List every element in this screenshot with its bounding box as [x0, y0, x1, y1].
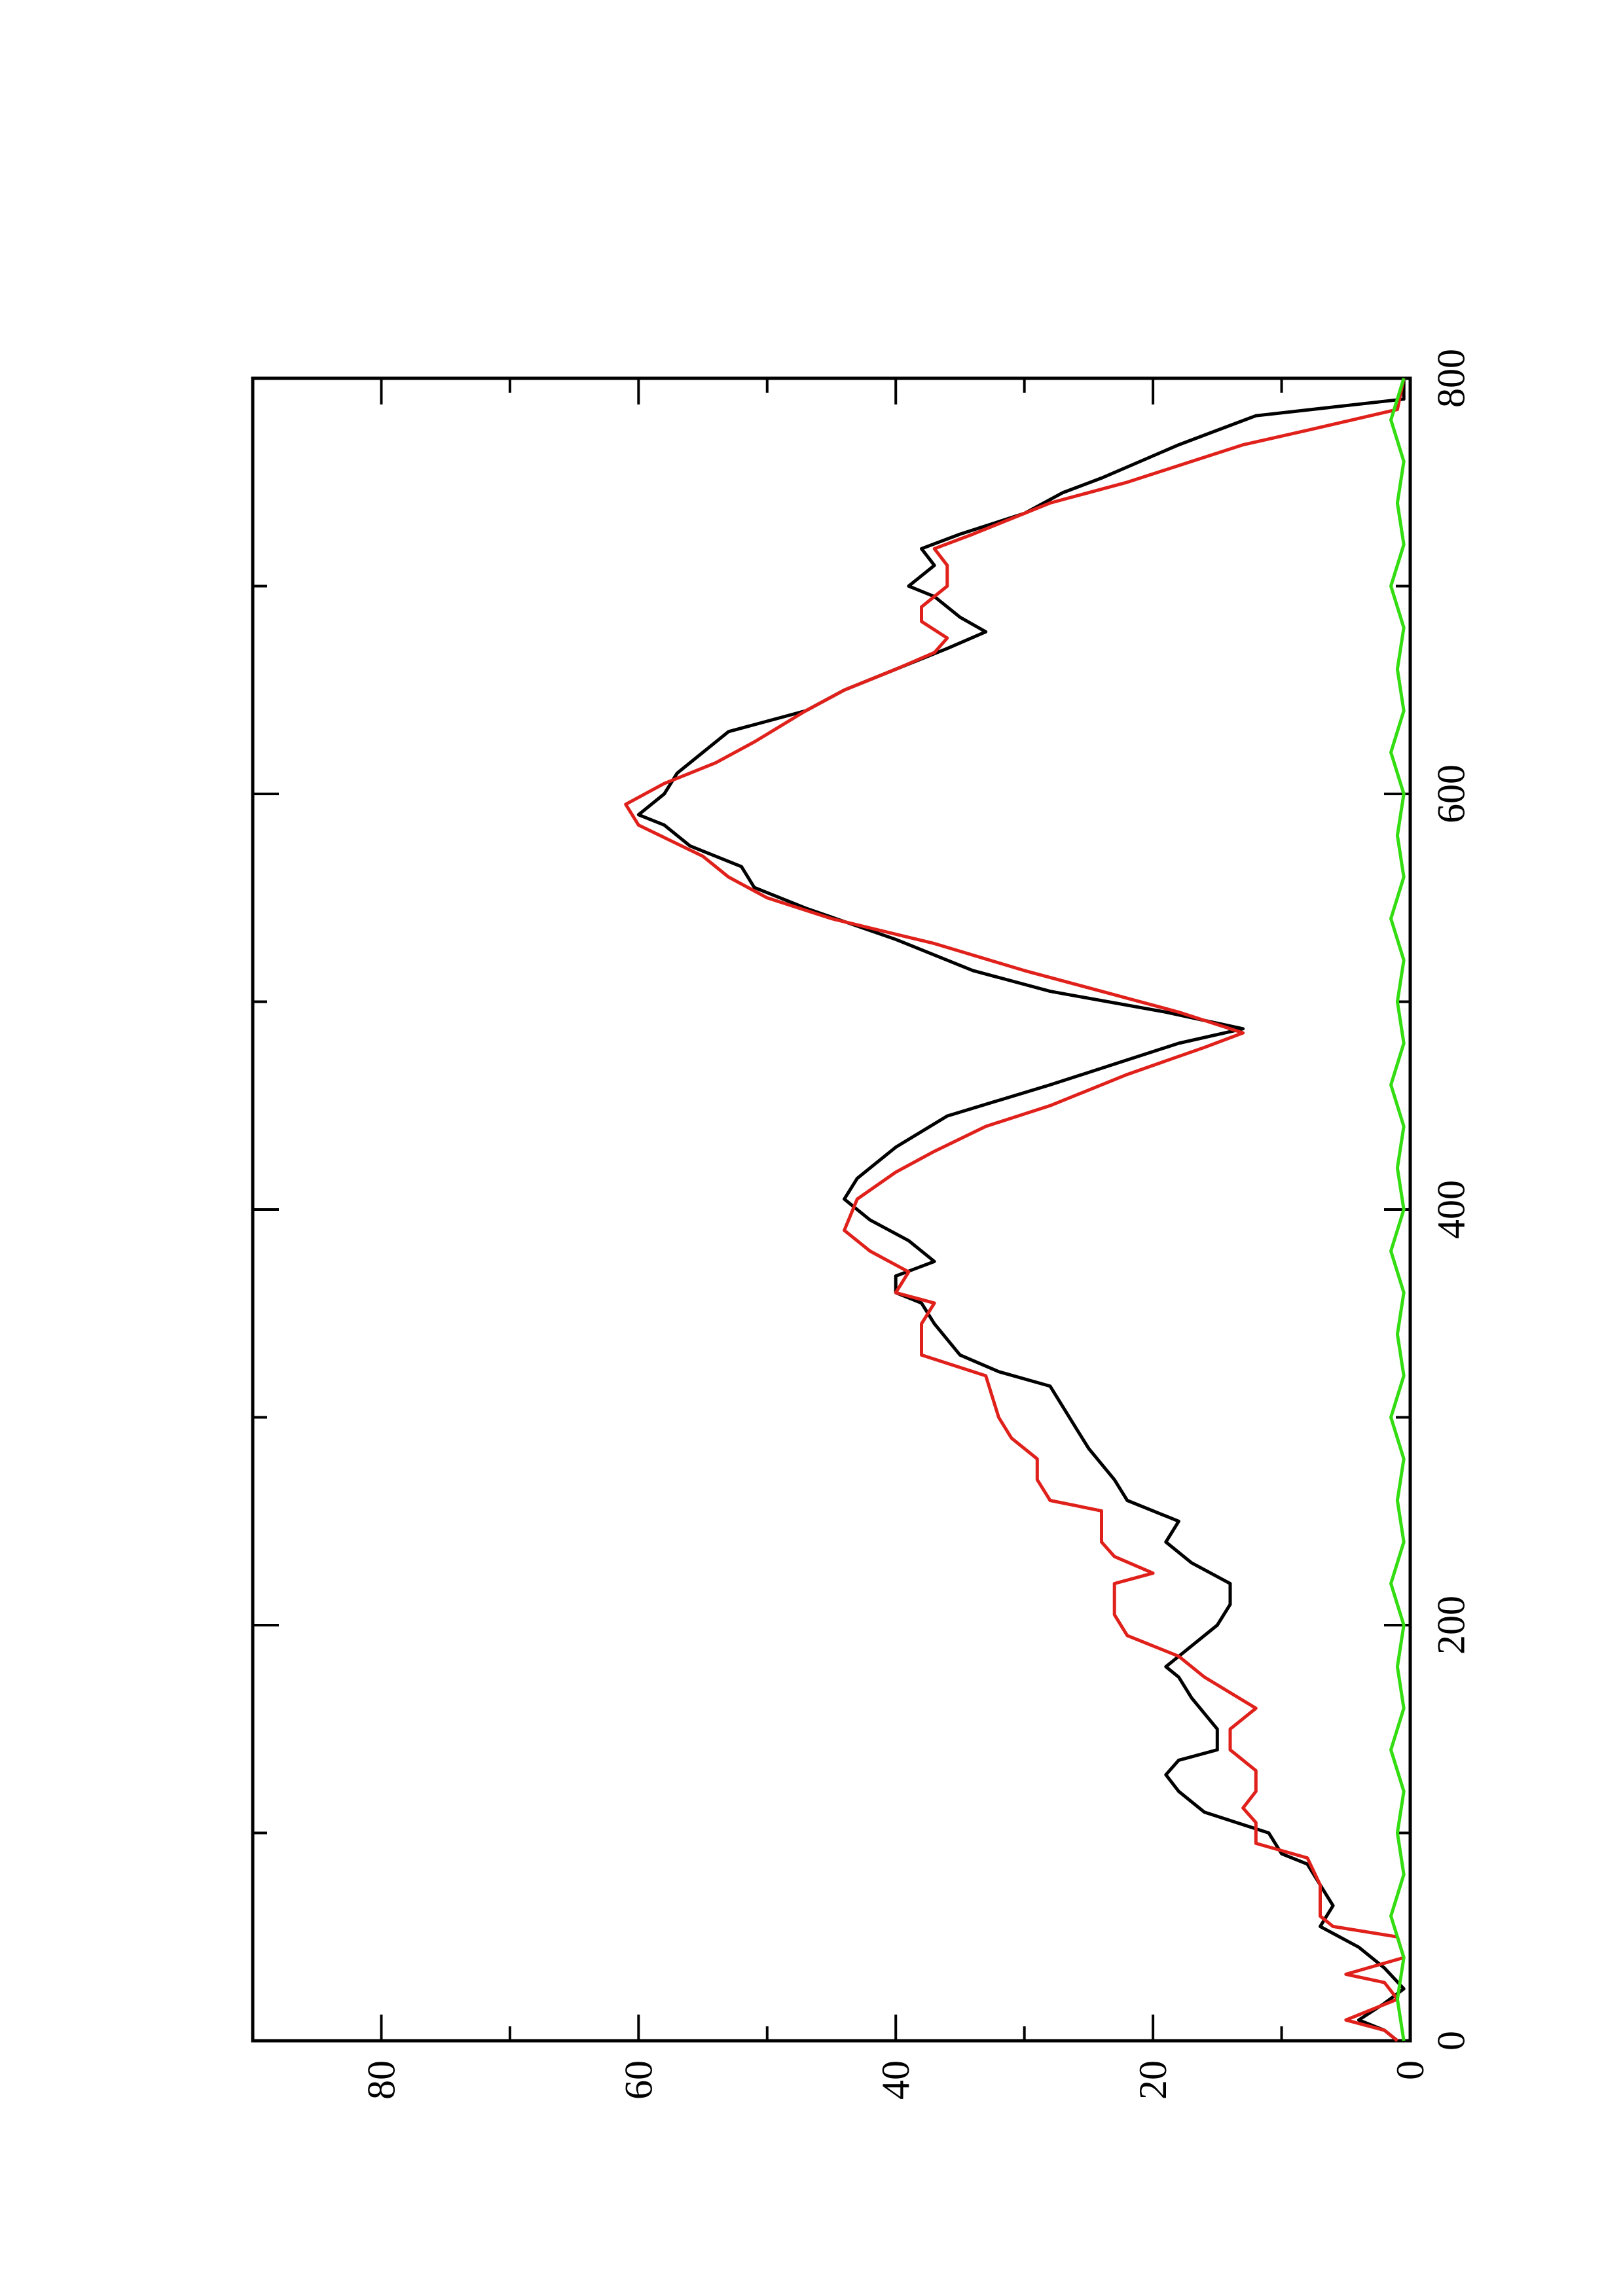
- series-layer: [624, 378, 1406, 2042]
- major-ticks: [253, 377, 1412, 2042]
- x-tick-label: 400: [1429, 1180, 1472, 1239]
- series-line-2: [624, 378, 1406, 2042]
- x-tick-label: 600: [1429, 764, 1472, 823]
- x-tick-label: 0: [1429, 2031, 1472, 2051]
- plot-frame: [251, 376, 1412, 2043]
- y-tick-label: 20: [1131, 2060, 1175, 2100]
- series-line-3: [1389, 378, 1406, 2041]
- y-tick-label: 40: [874, 2060, 917, 2100]
- y-tick-labels: 0 20 40 60 80: [359, 2060, 1432, 2100]
- series-line-1: [636, 378, 1406, 2042]
- y-tick-label: 80: [359, 2060, 403, 2100]
- y-tick-label: 0: [1389, 2060, 1432, 2080]
- x-tick-label: 800: [1429, 349, 1472, 408]
- x-tick-label: 200: [1429, 1596, 1472, 1655]
- x-tick-labels: 0 200 400 600 800: [1429, 349, 1472, 2051]
- y-tick-label: 60: [617, 2060, 660, 2100]
- minor-ticks: [253, 378, 1410, 2041]
